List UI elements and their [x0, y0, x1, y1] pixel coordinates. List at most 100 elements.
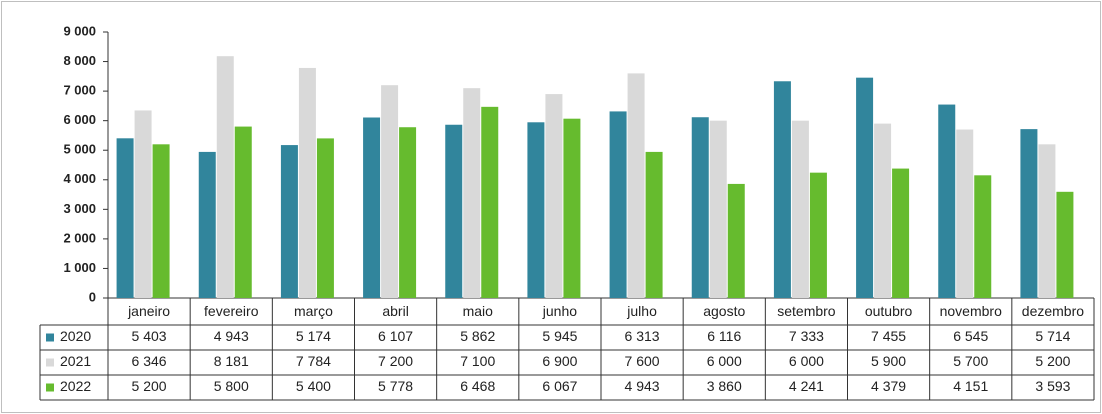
bar: [399, 127, 417, 298]
value-label: 6 067: [542, 378, 577, 394]
value-label: 8 181: [214, 353, 249, 369]
bar: [892, 168, 910, 298]
bar: [234, 126, 252, 298]
value-label: 6 313: [625, 328, 660, 344]
x-tick-label: março: [294, 303, 333, 319]
y-tick-label: 4 000: [63, 171, 96, 186]
value-label: 7 600: [625, 353, 660, 369]
bar: [527, 122, 545, 298]
value-label: 6 000: [789, 353, 824, 369]
x-tick-label: novembro: [940, 303, 1002, 319]
y-tick-label: 5 000: [63, 142, 96, 157]
value-label: 5 400: [296, 378, 331, 394]
bar: [709, 120, 727, 299]
bar: [381, 85, 399, 298]
bar: [563, 118, 581, 298]
value-label: 4 241: [789, 378, 824, 394]
value-label: 6 000: [707, 353, 742, 369]
bar: [938, 104, 956, 298]
bar: [198, 151, 216, 298]
value-label: 7 784: [296, 353, 331, 369]
x-tick-label: agosto: [703, 303, 745, 319]
x-tick-label: janeiro: [127, 303, 170, 319]
bar: [481, 106, 499, 299]
value-label: 4 943: [625, 378, 660, 394]
value-label: 5 700: [953, 353, 988, 369]
bar: [316, 138, 334, 298]
bar: [116, 138, 134, 298]
bar: [727, 183, 745, 298]
bar: [773, 81, 791, 299]
bar: [363, 117, 381, 299]
value-label: 7 455: [871, 328, 906, 344]
bar: [791, 120, 809, 299]
bar: [280, 145, 298, 298]
x-tick-label: junho: [542, 303, 577, 319]
x-tick-label: fevereiro: [204, 303, 259, 319]
value-label: 7 200: [378, 353, 413, 369]
value-label: 3 860: [707, 378, 742, 394]
value-label: 6 107: [378, 328, 413, 344]
y-tick-label: 6 000: [63, 112, 96, 127]
value-label: 5 862: [460, 328, 495, 344]
bar: [216, 56, 234, 299]
bar: [445, 124, 463, 298]
x-tick-label: maio: [463, 303, 494, 319]
bar: [298, 67, 316, 299]
y-tick-label: 2 000: [63, 230, 96, 245]
bar: [463, 88, 481, 299]
value-label: 7 100: [460, 353, 495, 369]
value-label: 6 468: [460, 378, 495, 394]
bar: [545, 94, 563, 298]
value-label: 6 545: [953, 328, 988, 344]
bar: [627, 73, 645, 298]
legend-label: 2022: [60, 378, 91, 394]
value-label: 6 900: [542, 353, 577, 369]
bar: [1038, 144, 1056, 298]
x-tick-label: abril: [382, 303, 408, 319]
y-tick-label: 0: [89, 289, 96, 304]
value-label: 5 778: [378, 378, 413, 394]
value-label: 5 714: [1035, 328, 1070, 344]
value-label: 4 151: [953, 378, 988, 394]
bar: [856, 77, 874, 298]
bar: [974, 175, 992, 298]
bar: [134, 110, 152, 298]
value-label: 6 116: [707, 328, 741, 344]
bar: [956, 129, 974, 298]
x-tick-label: setembro: [777, 303, 836, 319]
y-tick-label: 9 000: [63, 23, 96, 38]
y-tick-label: 7 000: [63, 83, 96, 98]
legend-label: 2021: [60, 353, 91, 369]
bar: [152, 144, 170, 298]
legend-key: [46, 358, 54, 367]
value-label: 6 346: [132, 353, 167, 369]
value-label: 5 174: [296, 328, 331, 344]
bar: [609, 111, 627, 299]
value-label: 7 333: [789, 328, 824, 344]
y-tick-label: 8 000: [63, 53, 96, 68]
legend-key: [46, 333, 54, 342]
value-label: 3 593: [1035, 378, 1070, 394]
value-label: 5 900: [871, 353, 906, 369]
y-tick-label: 1 000: [63, 260, 96, 275]
x-tick-label: dezembro: [1022, 303, 1084, 319]
legend-key: [46, 383, 54, 392]
value-label: 5 800: [214, 378, 249, 394]
value-label: 4 379: [871, 378, 906, 394]
value-label: 5 200: [1035, 353, 1070, 369]
x-tick-label: julho: [626, 303, 657, 319]
legend-label: 2020: [60, 328, 91, 344]
value-label: 5 200: [132, 378, 167, 394]
bar: [691, 117, 709, 298]
bar: [1056, 191, 1074, 298]
value-label: 5 945: [542, 328, 577, 344]
value-label: 5 403: [132, 328, 167, 344]
bar: [1020, 129, 1038, 298]
value-label: 4 943: [214, 328, 249, 344]
bar: [874, 123, 892, 298]
bar: [809, 172, 827, 298]
y-tick-label: 3 000: [63, 201, 96, 216]
bar: [645, 151, 663, 298]
